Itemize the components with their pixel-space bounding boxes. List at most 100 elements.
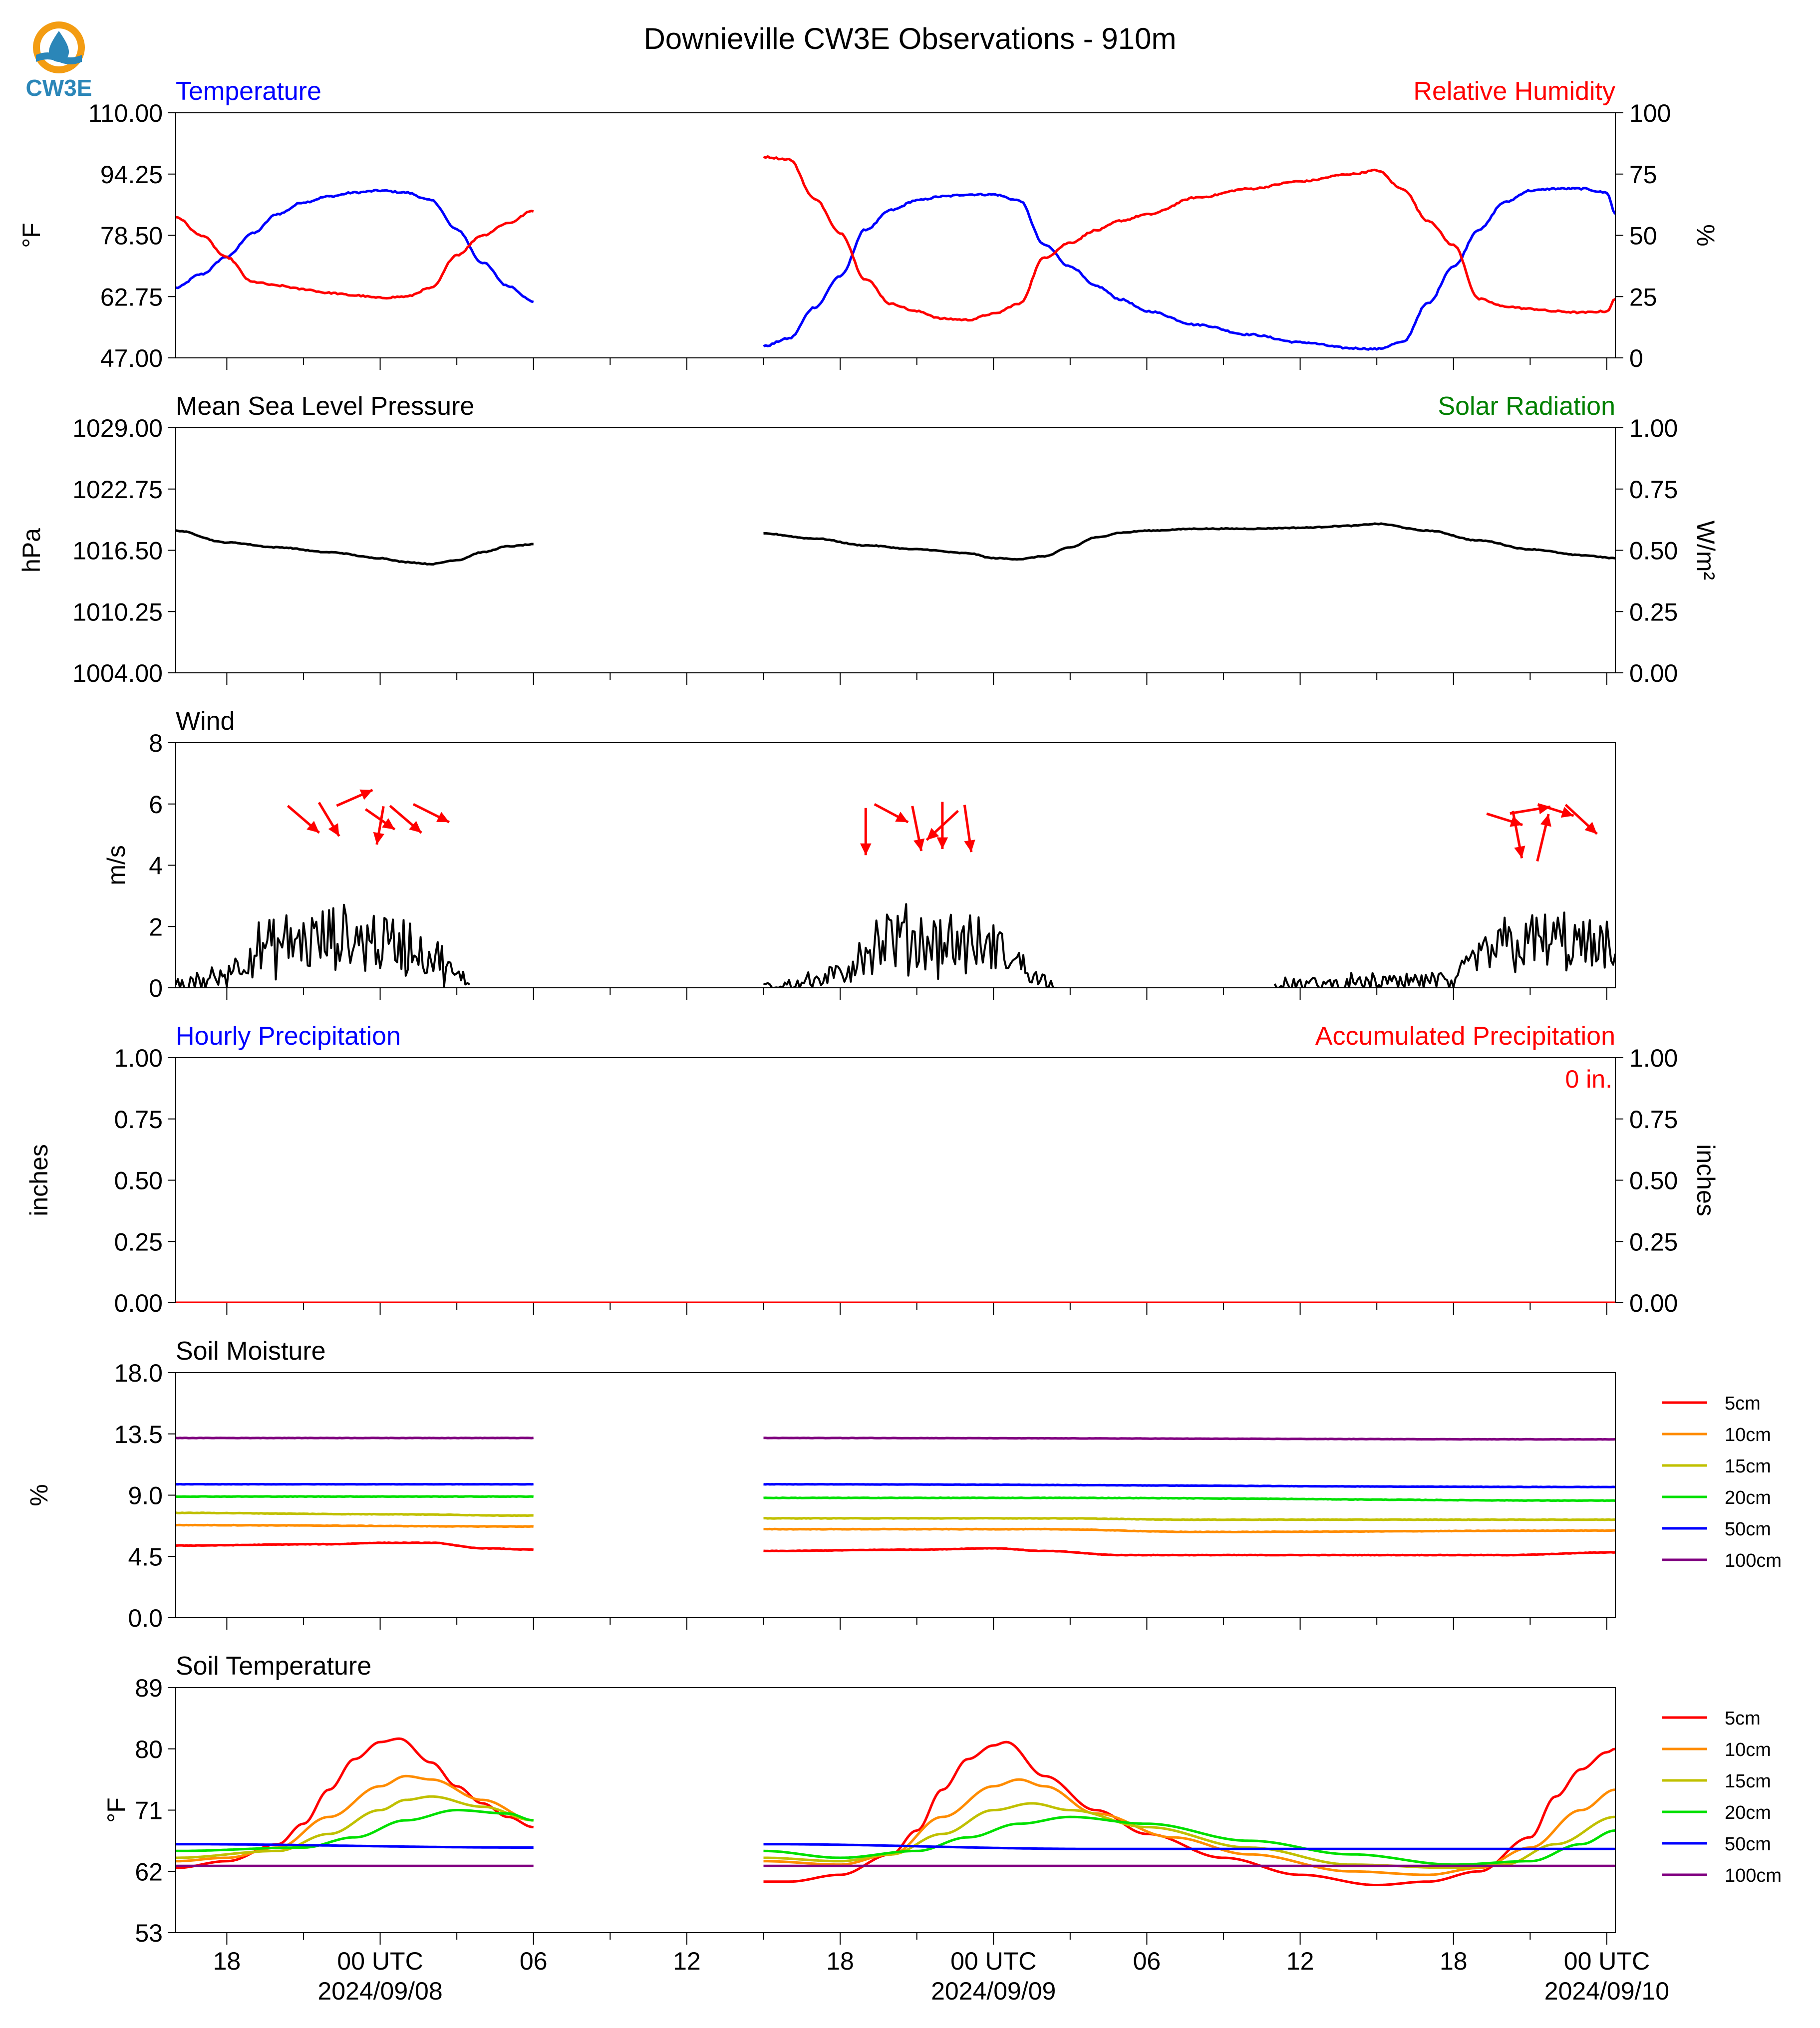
legend-label: 10cm — [1725, 1425, 1771, 1446]
x-date-label: 2024/09/08 — [317, 1977, 442, 2005]
y-right-tick-label: 75 — [1629, 161, 1657, 189]
logo-text: CW3E — [26, 75, 92, 101]
y-tick-label: 80 — [135, 1736, 163, 1763]
legend-label: 15cm — [1725, 1771, 1771, 1792]
y-tick-label: 89 — [135, 1674, 163, 1702]
wind-arrow-head — [913, 838, 925, 851]
y-right-axis-label: W/m² — [1692, 521, 1720, 580]
series-line-0-seg1 — [763, 903, 1058, 988]
y-tick-label: 0 — [149, 974, 163, 1002]
wind-arrow-head — [860, 843, 872, 856]
legend-label: 50cm — [1725, 1519, 1771, 1540]
x-tick-label: 12 — [1286, 1947, 1314, 1975]
series-line-20cm-seg1 — [763, 1815, 1615, 1866]
legend-label: 100cm — [1725, 1550, 1782, 1571]
x-tick-label: 06 — [1133, 1947, 1161, 1975]
x-date-label: 2024/09/10 — [1544, 1977, 1669, 2005]
wind-arrow-head — [409, 821, 422, 833]
y-axis-label: °F — [102, 1797, 130, 1823]
panel-title: Hourly Precipitation — [176, 1022, 401, 1051]
figure-title: Downieville CW3E Observations - 910m — [643, 22, 1176, 55]
y-tick-label: 4 — [149, 852, 163, 880]
panel-right-title: Solar Radiation — [1438, 392, 1615, 421]
series-line-10cm-seg1 — [763, 1778, 1615, 1876]
y-tick-label: 62 — [135, 1858, 163, 1886]
panel-title: Temperature — [176, 77, 321, 106]
y-tick-label: 71 — [135, 1797, 163, 1825]
y-right-tick-label: 0.00 — [1629, 1289, 1678, 1317]
series-line-10cm-seg0 — [176, 1774, 534, 1863]
y-tick-label: 78.50 — [100, 222, 163, 250]
series-line-0-seg1 — [763, 187, 1615, 351]
y-axis-label: % — [25, 1484, 53, 1506]
wind-arrow-head — [1510, 816, 1523, 827]
series-line-1-seg1 — [763, 155, 1615, 322]
y-tick-label: 0.0 — [128, 1604, 163, 1632]
legend-label: 10cm — [1725, 1739, 1771, 1760]
series-line-5cm-seg0 — [176, 1541, 534, 1551]
y-right-axis-label: inches — [1692, 1144, 1720, 1216]
wind-arrow-head — [359, 789, 373, 800]
y-right-tick-label: 0.00 — [1629, 659, 1678, 687]
panel-4: Soil Moisture 0.0 4.5 9.0 13.5 18.0% 5cm 10cm 15… — [25, 1337, 1782, 1632]
y-right-tick-label: 0.50 — [1629, 537, 1678, 565]
wind-arrow-head — [436, 812, 449, 823]
y-tick-label: 18.0 — [114, 1359, 163, 1387]
y-tick-label: 2 — [149, 913, 163, 941]
y-right-tick-label: 0.75 — [1629, 476, 1678, 504]
y-axis-label: °F — [17, 223, 45, 248]
y-axis-label: hPa — [17, 528, 45, 573]
legend-label: 20cm — [1725, 1802, 1771, 1823]
y-tick-label: 1.00 — [114, 1044, 163, 1072]
panel-3: Hourly Precipitation Accumulated Precipit… — [25, 1022, 1720, 1317]
series-line-15cm-seg0 — [176, 1795, 534, 1859]
legend-label: 20cm — [1725, 1487, 1771, 1508]
series-line-10cm-seg1 — [763, 1527, 1615, 1533]
series-line-5cm-seg1 — [763, 1547, 1615, 1557]
x-tick-label: 06 — [520, 1947, 548, 1975]
legend-label: 5cm — [1725, 1393, 1761, 1414]
panel-1: Mean Sea Level Pressure Solar Radiation 10… — [17, 392, 1720, 687]
wind-arrow-head — [926, 828, 939, 840]
y-tick-label: 0.75 — [114, 1106, 163, 1134]
series-group — [176, 155, 1615, 351]
y-tick-label: 0.25 — [114, 1228, 163, 1256]
y-tick-label: 9.0 — [128, 1482, 163, 1510]
y-tick-label: 13.5 — [114, 1421, 163, 1449]
series-line-10cm-seg0 — [176, 1523, 534, 1528]
wind-arrow-head — [1584, 822, 1597, 834]
y-tick-label: 6 — [149, 791, 163, 819]
y-right-tick-label: 0.75 — [1629, 1106, 1678, 1134]
wind-arrow-head — [1514, 846, 1525, 859]
series-line-0-seg0 — [176, 529, 534, 566]
panel-annotation: 0 in. — [1565, 1065, 1612, 1093]
panel-0: Temperature Relative Humidity 47.00 62.75 78… — [17, 77, 1720, 372]
wind-arrow-head — [382, 818, 395, 830]
y-right-tick-label: 50 — [1629, 222, 1657, 250]
y-tick-label: 0.00 — [114, 1289, 163, 1317]
wind-arrow-head — [936, 837, 948, 849]
wind-arrow-head — [328, 823, 339, 837]
x-tick-label: 00 UTC — [950, 1947, 1036, 1975]
y-tick-label: 62.75 — [100, 283, 163, 311]
wind-arrow-head — [306, 821, 319, 833]
y-right-tick-label: 1.00 — [1629, 414, 1678, 442]
y-tick-label: 1010.25 — [72, 598, 163, 626]
series-line-20cm-seg1 — [763, 1496, 1615, 1502]
y-right-axis-label: % — [1692, 224, 1720, 246]
series-line-100cm-seg0 — [176, 1437, 534, 1440]
y-tick-label: 1016.50 — [72, 537, 163, 565]
y-right-tick-label: 25 — [1629, 283, 1657, 311]
panel-title: Mean Sea Level Pressure — [176, 392, 474, 421]
y-tick-label: 1004.00 — [72, 659, 163, 687]
x-tick-label: 18 — [213, 1947, 241, 1975]
x-tick-label: 00 UTC — [337, 1947, 423, 1975]
x-tick-label: 00 UTC — [1564, 1947, 1650, 1975]
y-tick-label: 47.00 — [100, 344, 163, 372]
panel-title: Wind — [176, 707, 235, 736]
wind-arrow-head — [373, 832, 384, 845]
y-tick-label: 1029.00 — [72, 414, 163, 442]
series-group — [176, 522, 1615, 566]
